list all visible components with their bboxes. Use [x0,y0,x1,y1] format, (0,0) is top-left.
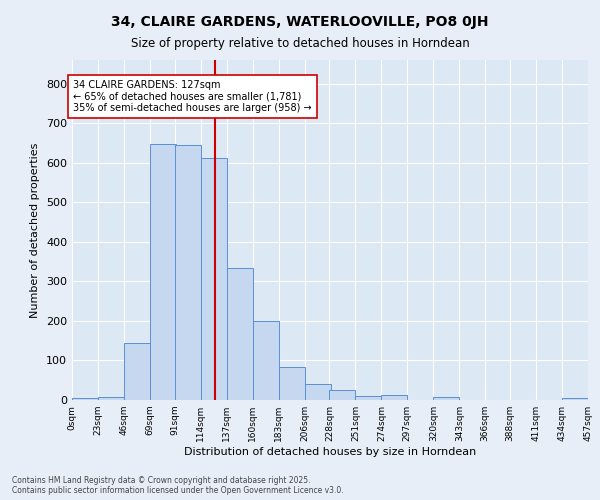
Bar [355,396,382,400]
Bar [329,390,355,400]
Bar [72,398,98,400]
Y-axis label: Number of detached properties: Number of detached properties [31,142,40,318]
Bar [227,268,253,400]
Bar [150,144,176,400]
Bar [253,321,278,400]
Bar [98,397,124,400]
Text: Contains HM Land Registry data © Crown copyright and database right 2025.
Contai: Contains HM Land Registry data © Crown c… [12,476,344,495]
Bar [124,344,150,400]
Bar [278,367,305,400]
Bar [305,384,331,400]
Bar [562,398,588,400]
Bar [382,396,407,400]
Text: 34, CLAIRE GARDENS, WATERLOOVILLE, PO8 0JH: 34, CLAIRE GARDENS, WATERLOOVILLE, PO8 0… [111,15,489,29]
Bar [201,158,227,400]
Bar [433,397,459,400]
Text: 34 CLAIRE GARDENS: 127sqm
← 65% of detached houses are smaller (1,781)
35% of se: 34 CLAIRE GARDENS: 127sqm ← 65% of detac… [73,80,312,113]
Bar [175,145,201,400]
X-axis label: Distribution of detached houses by size in Horndean: Distribution of detached houses by size … [184,447,476,457]
Text: Size of property relative to detached houses in Horndean: Size of property relative to detached ho… [131,38,469,51]
